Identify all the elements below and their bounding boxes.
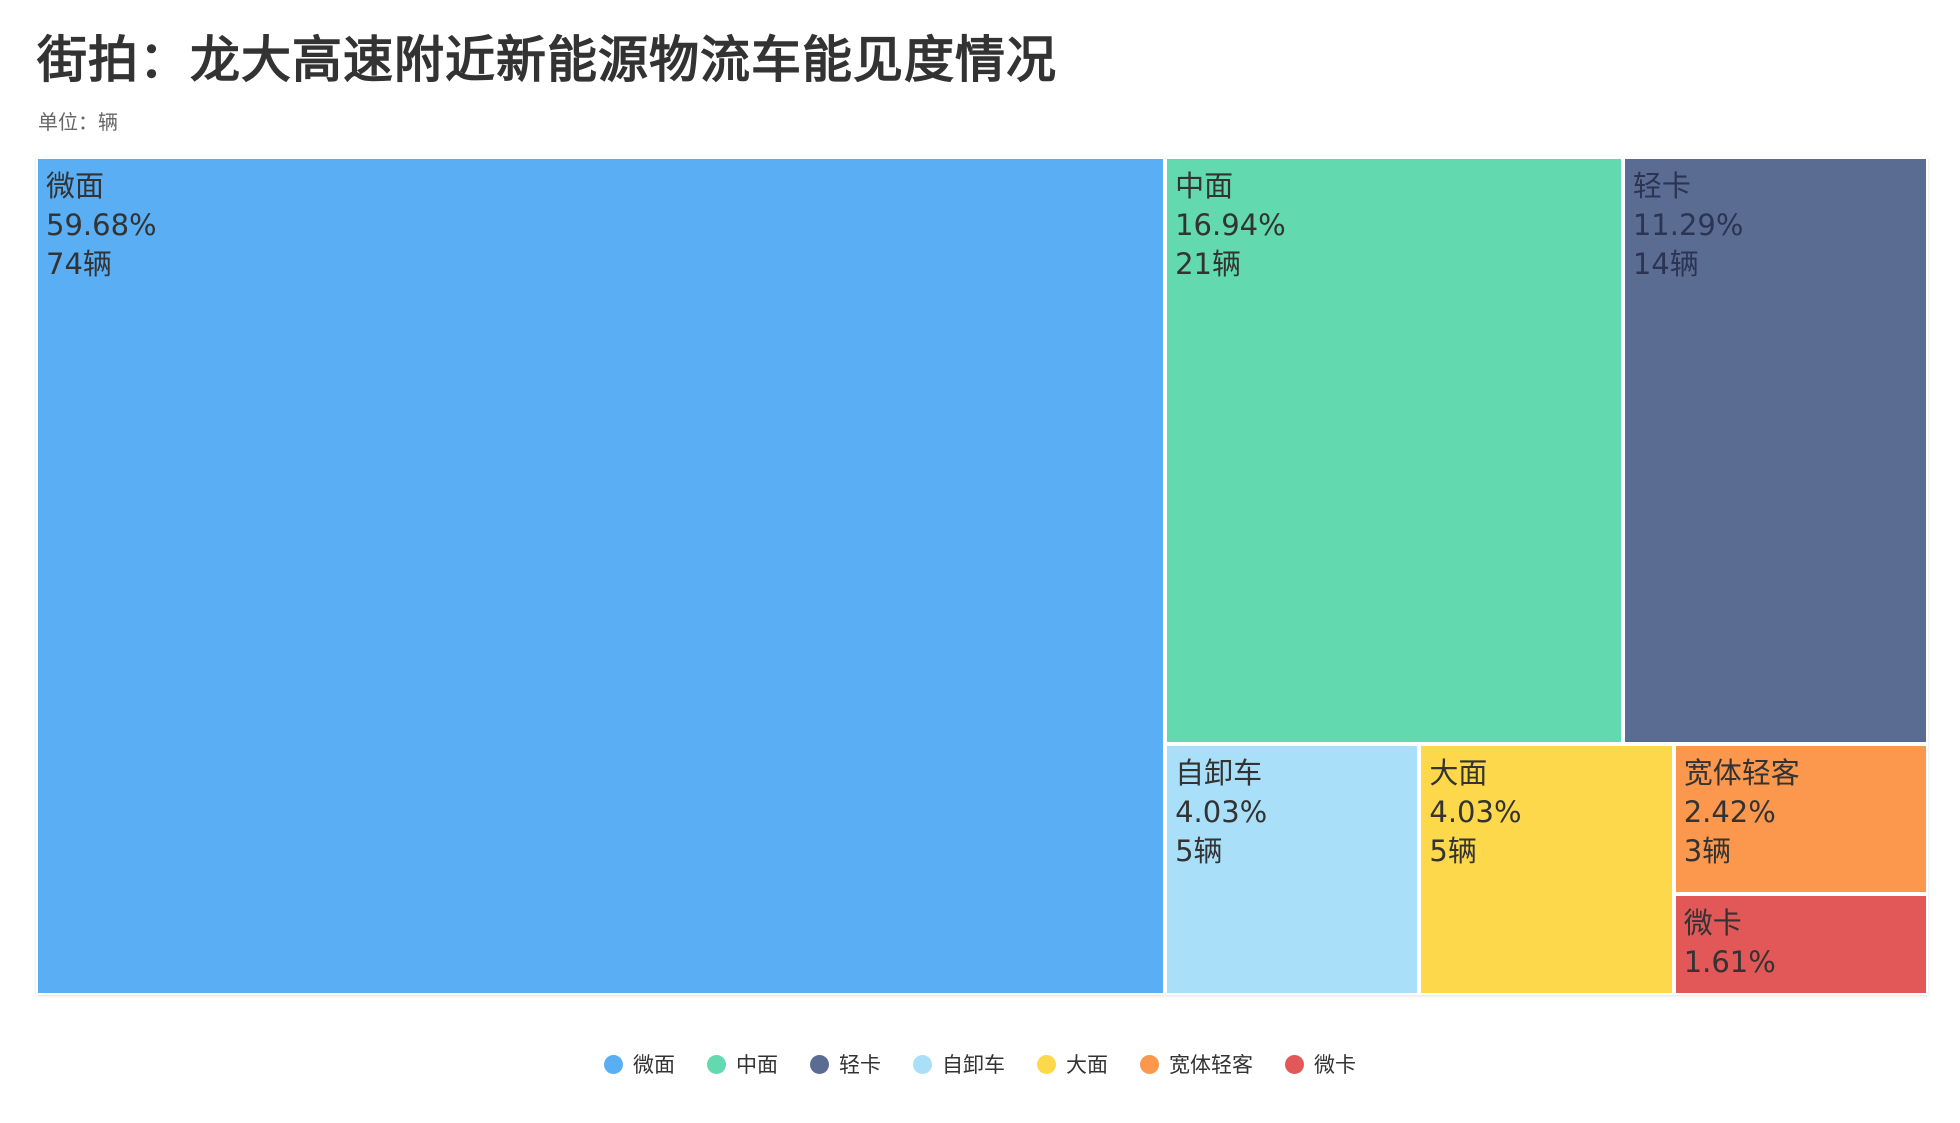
legend-marker: [1285, 1054, 1304, 1074]
tile-count: 14辆: [1632, 247, 1699, 281]
tile-name: 微面: [46, 169, 105, 203]
legend-marker: [1140, 1054, 1159, 1074]
legend-item-damian[interactable]: 大面: [1037, 1049, 1108, 1079]
tile-qingka[interactable]: 轻卡 11.29% 14辆: [1622, 157, 1928, 744]
tile-count: 21辆: [1175, 247, 1241, 281]
tile-label: 微卡 1.61%: [1684, 904, 1776, 982]
tile-percent: 1.61%: [1683, 945, 1776, 980]
tile-percent: 4.03%: [1429, 794, 1522, 829]
tile-damian[interactable]: 大面 4.03% 5辆: [1419, 743, 1674, 995]
legend-label: 微面: [633, 1053, 675, 1077]
legend-item-zixieche[interactable]: 自卸车: [913, 1049, 1005, 1079]
tile-name: 微卡: [1683, 906, 1742, 941]
legend: 微面 中面 轻卡 自卸车 大面 宽体轻客 微卡: [0, 1049, 1960, 1079]
chart-title: 街拍：龙大高速附近新能源物流车能见度情况: [37, 31, 1057, 89]
tile-count: 5辆: [1175, 833, 1223, 868]
tile-zhongmian[interactable]: 中面 16.94% 21辆: [1165, 157, 1623, 744]
tile-weimian[interactable]: 微面 59.68% 74辆: [36, 157, 1166, 995]
tile-percent: 11.29%: [1632, 208, 1744, 242]
tile-zixieche[interactable]: 自卸车 4.03% 5辆: [1165, 743, 1420, 995]
tile-label: 大面 4.03% 5辆: [1429, 754, 1521, 871]
legend-label: 中面: [736, 1053, 778, 1077]
legend-label: 自卸车: [942, 1053, 1005, 1077]
legend-label: 宽体轻客: [1169, 1053, 1253, 1077]
tile-count: 5辆: [1429, 833, 1477, 868]
tile-label: 中面 16.94% 21辆: [1175, 167, 1286, 284]
legend-label: 大面: [1066, 1053, 1108, 1077]
tile-label: 微面 59.68% 74辆: [46, 167, 157, 284]
tile-name: 自卸车: [1175, 755, 1263, 790]
tile-label: 宽体轻客 2.42% 3辆: [1684, 754, 1800, 871]
tile-count: 74辆: [46, 247, 112, 281]
tile-percent: 16.94%: [1175, 208, 1286, 242]
tile-name: 大面: [1429, 755, 1488, 790]
legend-item-kuantiqingke[interactable]: 宽体轻客: [1140, 1049, 1253, 1079]
legend-marker: [1037, 1054, 1056, 1074]
tile-label: 轻卡 11.29% 14辆: [1633, 167, 1744, 284]
tile-count: 3辆: [1683, 833, 1732, 868]
legend-marker: [810, 1054, 829, 1074]
tile-label: 自卸车 4.03% 5辆: [1175, 754, 1267, 871]
tile-kuantiqingke[interactable]: 宽体轻客 2.42% 3辆: [1673, 743, 1928, 895]
legend-marker: [913, 1054, 932, 1074]
legend-item-weika[interactable]: 微卡: [1285, 1049, 1356, 1079]
tile-percent: 2.42%: [1683, 794, 1776, 829]
legend-item-weimian[interactable]: 微面: [604, 1049, 675, 1079]
tile-name: 轻卡: [1632, 169, 1691, 203]
tile-name: 中面: [1175, 169, 1234, 203]
chart-subtitle: 单位：辆: [38, 110, 118, 134]
treemap: 微面 59.68% 74辆 中面 16.94% 21辆 轻卡 11.29% 14…: [36, 157, 1928, 995]
legend-item-zhongmian[interactable]: 中面: [707, 1049, 778, 1079]
legend-label: 微卡: [1314, 1053, 1356, 1077]
legend-marker: [707, 1054, 726, 1074]
tile-percent: 4.03%: [1175, 794, 1268, 829]
legend-item-qingka[interactable]: 轻卡: [810, 1049, 881, 1079]
tile-percent: 59.68%: [46, 208, 157, 242]
tile-name: 宽体轻客: [1683, 755, 1800, 790]
legend-marker: [604, 1054, 623, 1074]
legend-label: 轻卡: [839, 1053, 881, 1077]
tile-weika[interactable]: 微卡 1.61%: [1673, 894, 1928, 995]
